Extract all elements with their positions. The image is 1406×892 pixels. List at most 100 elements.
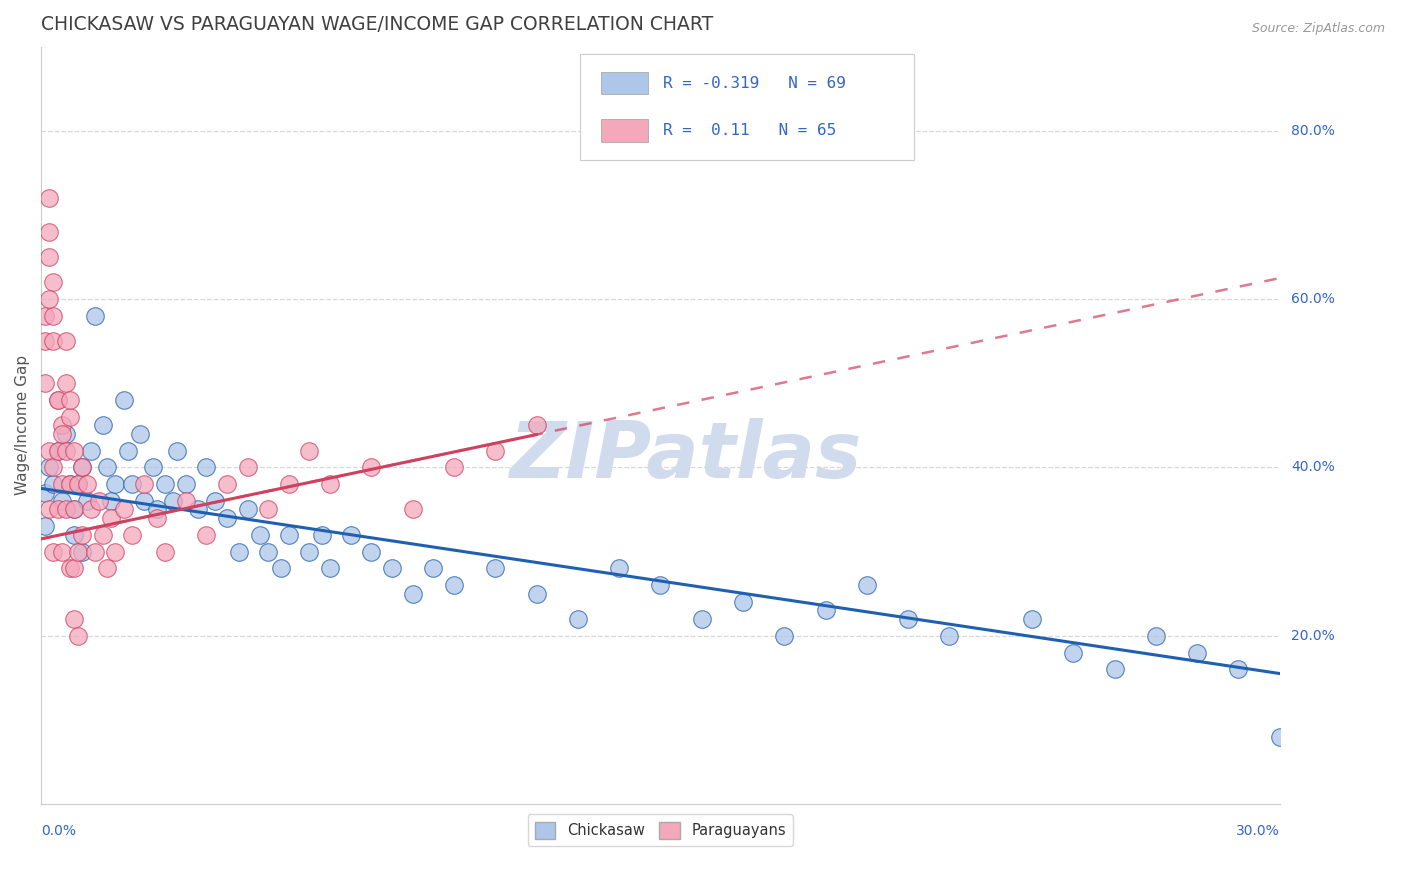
- Point: [79, 502, 101, 516]
- Text: ZIPatlas: ZIPatlas: [509, 417, 862, 493]
- Text: 80.0%: 80.0%: [1291, 124, 1334, 137]
- Point: [897, 612, 920, 626]
- Point: [319, 477, 342, 491]
- Point: [91, 527, 114, 541]
- Point: [257, 502, 280, 516]
- Point: [134, 477, 156, 491]
- Point: [38, 250, 60, 264]
- Point: [360, 460, 382, 475]
- Point: [814, 603, 837, 617]
- Point: [484, 443, 506, 458]
- Text: 30.0%: 30.0%: [1236, 823, 1279, 838]
- Point: [567, 612, 589, 626]
- FancyBboxPatch shape: [600, 120, 648, 142]
- Text: 0.0%: 0.0%: [41, 823, 76, 838]
- Point: [59, 561, 82, 575]
- Point: [42, 275, 65, 289]
- Point: [1104, 662, 1126, 676]
- Point: [1021, 612, 1043, 626]
- Point: [59, 409, 82, 424]
- Point: [1185, 646, 1208, 660]
- Point: [228, 544, 250, 558]
- Point: [236, 460, 259, 475]
- Point: [42, 544, 65, 558]
- Point: [153, 544, 176, 558]
- Text: CHICKASAW VS PARAGUAYAN WAGE/INCOME GAP CORRELATION CHART: CHICKASAW VS PARAGUAYAN WAGE/INCOME GAP …: [41, 15, 713, 34]
- Point: [51, 494, 73, 508]
- Point: [319, 561, 342, 575]
- Point: [46, 393, 69, 408]
- Point: [145, 502, 167, 516]
- Point: [690, 612, 713, 626]
- Point: [72, 527, 94, 541]
- Point: [484, 561, 506, 575]
- Point: [42, 477, 65, 491]
- Point: [42, 309, 65, 323]
- Point: [63, 502, 86, 516]
- Point: [402, 586, 425, 600]
- Point: [298, 544, 321, 558]
- Point: [42, 334, 65, 348]
- Point: [215, 511, 238, 525]
- Point: [38, 460, 60, 475]
- Text: 60.0%: 60.0%: [1291, 292, 1334, 306]
- Point: [46, 502, 69, 516]
- Point: [38, 292, 60, 306]
- Point: [162, 494, 184, 508]
- Point: [731, 595, 754, 609]
- Point: [55, 376, 77, 391]
- Text: 20.0%: 20.0%: [1291, 629, 1334, 642]
- Point: [83, 309, 105, 323]
- Point: [174, 477, 197, 491]
- Point: [63, 561, 86, 575]
- Point: [856, 578, 879, 592]
- Point: [121, 527, 143, 541]
- Point: [79, 443, 101, 458]
- Point: [129, 426, 152, 441]
- Point: [55, 334, 77, 348]
- Point: [46, 393, 69, 408]
- Point: [34, 485, 56, 500]
- Point: [277, 527, 299, 541]
- Point: [443, 460, 465, 475]
- Point: [1144, 629, 1167, 643]
- Point: [166, 443, 188, 458]
- Point: [422, 561, 444, 575]
- Point: [1227, 662, 1250, 676]
- Point: [63, 612, 86, 626]
- Legend: Chickasaw, Paraguayans: Chickasaw, Paraguayans: [527, 814, 793, 846]
- Point: [34, 376, 56, 391]
- Point: [195, 527, 218, 541]
- Point: [72, 460, 94, 475]
- Point: [91, 418, 114, 433]
- Point: [87, 494, 110, 508]
- Point: [204, 494, 226, 508]
- Point: [938, 629, 960, 643]
- Point: [443, 578, 465, 592]
- Point: [402, 502, 425, 516]
- Point: [59, 393, 82, 408]
- Point: [96, 561, 118, 575]
- Point: [174, 494, 197, 508]
- Point: [187, 502, 209, 516]
- Point: [67, 477, 90, 491]
- Point: [607, 561, 630, 575]
- Point: [42, 460, 65, 475]
- Point: [381, 561, 404, 575]
- Point: [215, 477, 238, 491]
- Text: Source: ZipAtlas.com: Source: ZipAtlas.com: [1251, 22, 1385, 36]
- Point: [63, 527, 86, 541]
- Point: [46, 443, 69, 458]
- Point: [55, 426, 77, 441]
- Point: [55, 502, 77, 516]
- Y-axis label: Wage/Income Gap: Wage/Income Gap: [15, 355, 30, 495]
- Point: [38, 502, 60, 516]
- Point: [1268, 730, 1291, 744]
- Point: [67, 629, 90, 643]
- Point: [104, 544, 127, 558]
- Point: [773, 629, 796, 643]
- Text: 40.0%: 40.0%: [1291, 460, 1334, 475]
- Point: [112, 502, 135, 516]
- Point: [51, 426, 73, 441]
- Point: [34, 334, 56, 348]
